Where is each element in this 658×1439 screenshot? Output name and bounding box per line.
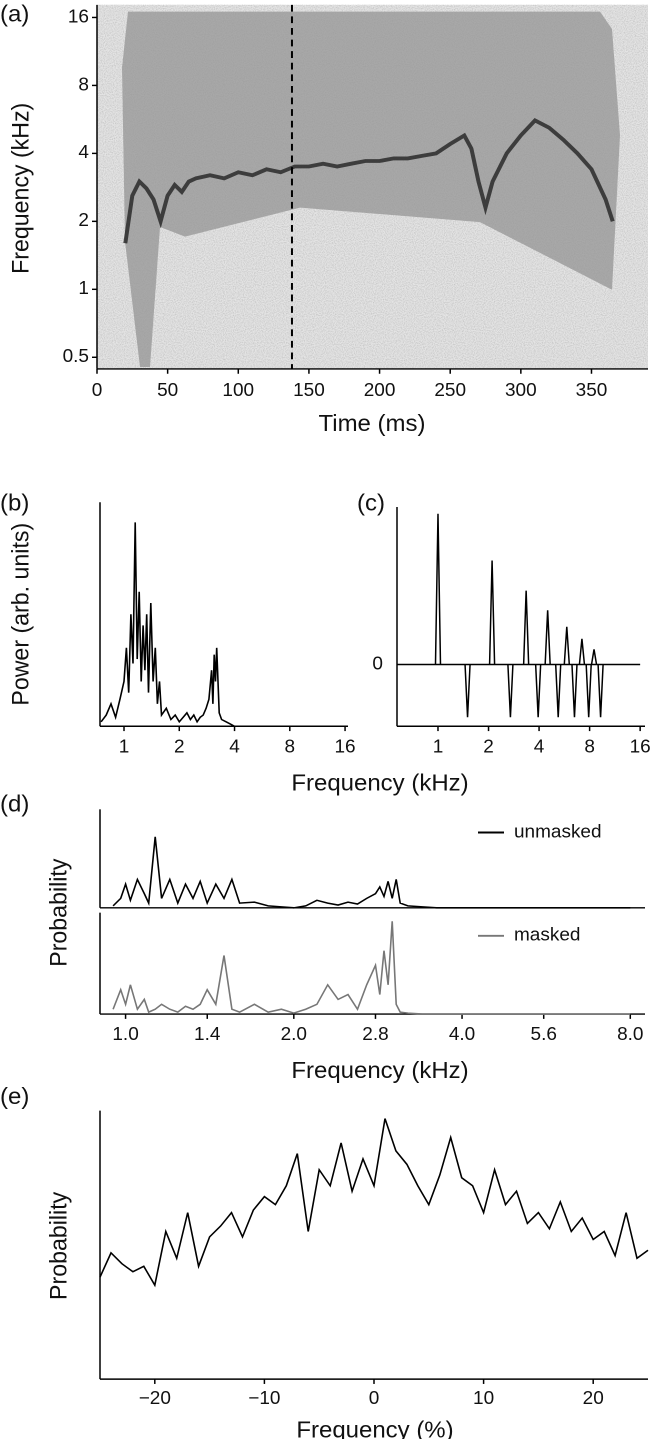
stem [585, 664, 592, 718]
series-line [99, 1118, 649, 1288]
x-tick-label: 16 [335, 736, 356, 757]
series-line [112, 836, 631, 909]
panel-label: (d) [0, 791, 29, 817]
x-tick-label: 2.0 [281, 1023, 307, 1044]
panel-label: (b) [0, 490, 29, 516]
y-axis-title: Probability [45, 858, 71, 966]
y-axis-title: Frequency (kHz) [7, 103, 33, 274]
stem [597, 664, 604, 718]
stem [534, 664, 542, 718]
x-tick-label: 0 [369, 1388, 380, 1409]
y-axis-title: Power (arb. units) [7, 523, 33, 706]
x-tick-label: 8 [285, 736, 296, 757]
stem [590, 649, 598, 665]
x-tick-label: 200 [364, 379, 396, 400]
harmonic-contour [123, 118, 615, 244]
stem [488, 560, 496, 665]
y-tick-label: 0.5 [63, 345, 89, 366]
spectrogram-image [97, 4, 648, 369]
panel-label: (a) [0, 1, 29, 27]
x-tick-label: 1.4 [194, 1023, 220, 1044]
x-tick-label: 100 [222, 379, 254, 400]
x-tick-label: 5.6 [531, 1023, 557, 1044]
panel-label: (e) [0, 1084, 29, 1110]
y-tick-label: 16 [68, 6, 89, 27]
x-tick-label: 4 [534, 736, 545, 757]
x-tick-label: 1 [119, 736, 130, 757]
x-tick-label: 8.0 [617, 1023, 643, 1044]
stem [544, 610, 551, 665]
x-tick-label: 2 [483, 736, 494, 757]
x-tick-label: 350 [576, 379, 608, 400]
y-tick-label: 2 [78, 210, 89, 231]
x-tick-label: 250 [434, 379, 466, 400]
y-tick-label: 4 [78, 142, 89, 163]
x-tick-label: 20 [583, 1388, 604, 1409]
x-tick-label: 4 [229, 736, 240, 757]
x-tick-label: 16 [630, 736, 651, 757]
stem [571, 664, 578, 718]
x-axis-title: Frequency (kHz) [291, 1058, 468, 1084]
x-tick-label: −10 [248, 1388, 280, 1409]
series-line [100, 522, 235, 727]
x-tick-label: 150 [293, 379, 325, 400]
x-tick-label: 10 [473, 1388, 494, 1409]
x-tick-label: 1 [433, 736, 444, 757]
stem [578, 638, 586, 665]
x-tick-label: 2 [174, 736, 185, 757]
stem [507, 664, 514, 718]
y-tick-label: 0 [372, 653, 383, 674]
x-axis-title: Frequency (kHz) [291, 770, 468, 796]
stem [554, 664, 562, 718]
stem [464, 664, 471, 718]
x-axis-title: Time (ms) [318, 410, 425, 436]
y-tick-label: 1 [78, 277, 89, 298]
x-tick-label: 1.0 [112, 1023, 138, 1044]
x-tick-label: 2.8 [362, 1023, 388, 1044]
y-axis-title: Probability [45, 1192, 71, 1300]
stem [434, 513, 442, 665]
legend-label: masked [514, 924, 580, 945]
spectrogram-noise [97, 4, 648, 369]
stem [563, 626, 571, 665]
panel-label: (c) [357, 490, 385, 516]
x-tick-label: −20 [139, 1388, 171, 1409]
x-tick-label: 4.0 [449, 1023, 475, 1044]
x-tick-label: 8 [584, 736, 595, 757]
x-tick-label: 300 [505, 379, 537, 400]
series-line [112, 921, 631, 1015]
legend-label: unmasked [514, 821, 602, 842]
x-tick-label: 50 [157, 379, 178, 400]
x-axis-title: Frequency (%) [296, 1417, 453, 1439]
x-tick-label: 0 [92, 379, 103, 400]
y-tick-label: 8 [78, 74, 89, 95]
stem [522, 590, 530, 665]
